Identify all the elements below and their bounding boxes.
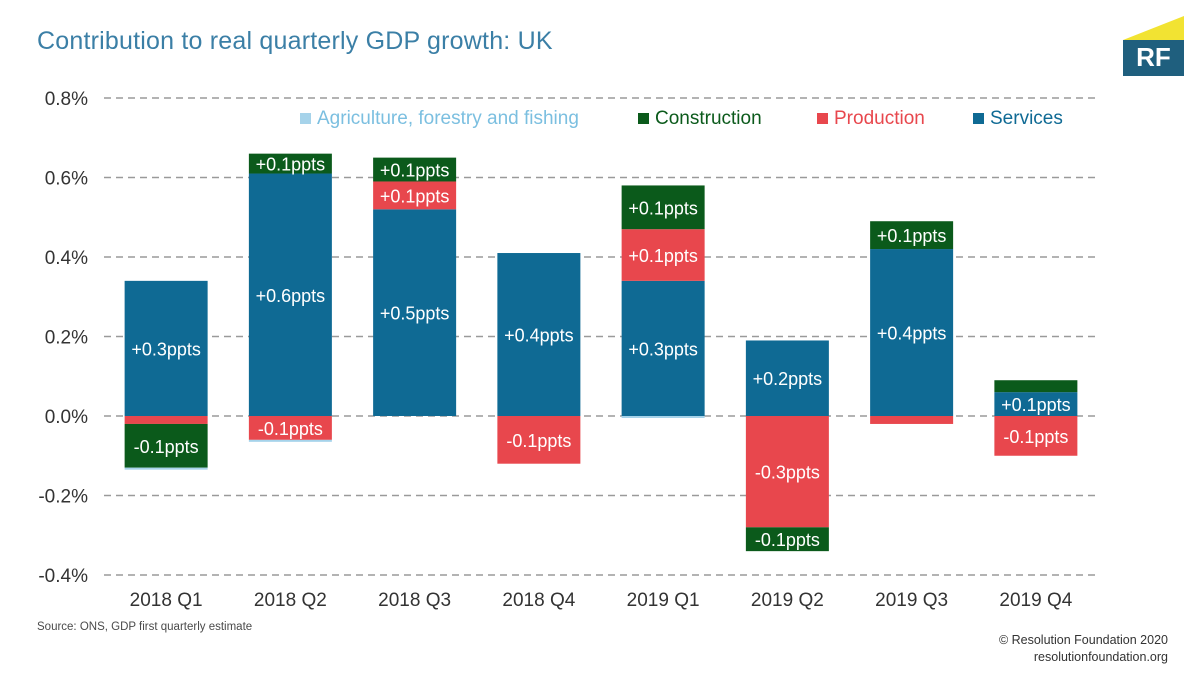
y-tick-label: 0.8% (45, 89, 88, 110)
bar-segment-construction (994, 380, 1078, 393)
legend-swatch (973, 113, 984, 124)
x-tick-label: 2019 Q3 (875, 590, 948, 611)
legend-swatch (638, 113, 649, 124)
legend-label: Services (990, 108, 1063, 129)
data-label: +0.2ppts (753, 369, 823, 389)
bar-segment-production (497, 416, 581, 464)
data-label: -0.1ppts (1003, 427, 1068, 447)
bar-segment-construction (870, 221, 954, 250)
bar-segment-production (373, 181, 457, 210)
x-tick-label: 2018 Q2 (254, 590, 327, 611)
data-label: -0.1ppts (506, 431, 571, 451)
legend-label: Agriculture, forestry and fishing (317, 108, 579, 129)
data-label: +0.1ppts (380, 186, 450, 206)
bar-segment-production (745, 416, 829, 528)
credit-block: © Resolution Foundation 2020 resolutionf… (999, 632, 1168, 666)
copyright-text: © Resolution Foundation 2020 (998, 633, 1168, 647)
x-tick-label: 2019 Q1 (627, 590, 700, 611)
bar-segment-agriculture (621, 416, 705, 418)
y-tick-label: 0.2% (45, 328, 88, 349)
data-label: +0.5ppts (380, 304, 450, 324)
data-label: +0.1ppts (877, 226, 947, 246)
y-tick-label: 0.4% (45, 248, 88, 269)
y-tick-label: -0.4% (38, 566, 88, 587)
data-label: +0.1ppts (256, 155, 326, 175)
data-label: +0.4ppts (504, 326, 574, 346)
x-tick-label: 2018 Q3 (378, 590, 451, 611)
bar-segment-services (994, 392, 1078, 416)
legend-item: Production (817, 108, 925, 130)
data-label: +0.3ppts (131, 339, 201, 359)
data-label: -0.1ppts (755, 530, 820, 550)
bar-segment-services (497, 253, 581, 416)
bar-segment-construction (124, 423, 208, 468)
bar-segment-services (124, 280, 208, 416)
legend-item: Agriculture, forestry and fishing (300, 108, 579, 130)
legend-label: Construction (655, 108, 762, 129)
bar-segment-agriculture (248, 439, 332, 442)
bar-segment-services (870, 249, 954, 416)
data-label: -0.1ppts (134, 437, 199, 457)
website-text: resolutionfoundation.org (1033, 650, 1168, 664)
data-label: +0.4ppts (877, 324, 947, 344)
y-tick-label: -0.2% (38, 487, 88, 508)
data-label: +0.1ppts (1001, 395, 1071, 415)
x-tick-label: 2018 Q4 (502, 590, 575, 611)
data-label: +0.1ppts (380, 161, 450, 181)
legend-swatch (300, 113, 311, 124)
bar-segment-production (248, 416, 332, 440)
y-tick-label: 0.0% (45, 407, 88, 428)
bar-segment-services (745, 340, 829, 416)
data-label: +0.6ppts (256, 286, 326, 306)
bar-segment-production (621, 229, 705, 281)
bar-segment-production (124, 416, 208, 424)
bar-segment-construction (745, 527, 829, 552)
data-label: +0.3ppts (628, 339, 698, 359)
x-tick-label: 2018 Q1 (130, 590, 203, 611)
rf-logo: RF (1123, 16, 1184, 76)
legend-item: Services (973, 108, 1063, 130)
data-label: +0.1ppts (628, 198, 698, 218)
bar-segment-services (621, 280, 705, 416)
bar-segment-production (870, 416, 954, 424)
bar-segment-services (248, 173, 332, 416)
legend-label: Production (834, 108, 925, 129)
bar-segment-agriculture (124, 467, 208, 470)
bar-segment-construction (373, 157, 457, 182)
legend-item: Construction (638, 108, 762, 130)
chart-title: Contribution to real quarterly GDP growt… (37, 27, 553, 55)
bar-segment-construction (248, 153, 332, 174)
data-label: -0.3ppts (755, 463, 820, 483)
x-tick-label: 2019 Q4 (999, 590, 1072, 611)
data-label: -0.1ppts (258, 419, 323, 439)
bar-segment-services (373, 209, 457, 416)
bar-segment-production (994, 416, 1078, 456)
logo-text: RF (1136, 42, 1171, 72)
legend-swatch (817, 113, 828, 124)
y-tick-label: 0.6% (45, 169, 88, 190)
data-label: +0.1ppts (628, 246, 698, 266)
bar-segment-construction (621, 185, 705, 230)
x-tick-label: 2019 Q2 (751, 590, 824, 611)
source-note: Source: ONS, GDP first quarterly estimat… (37, 621, 253, 633)
